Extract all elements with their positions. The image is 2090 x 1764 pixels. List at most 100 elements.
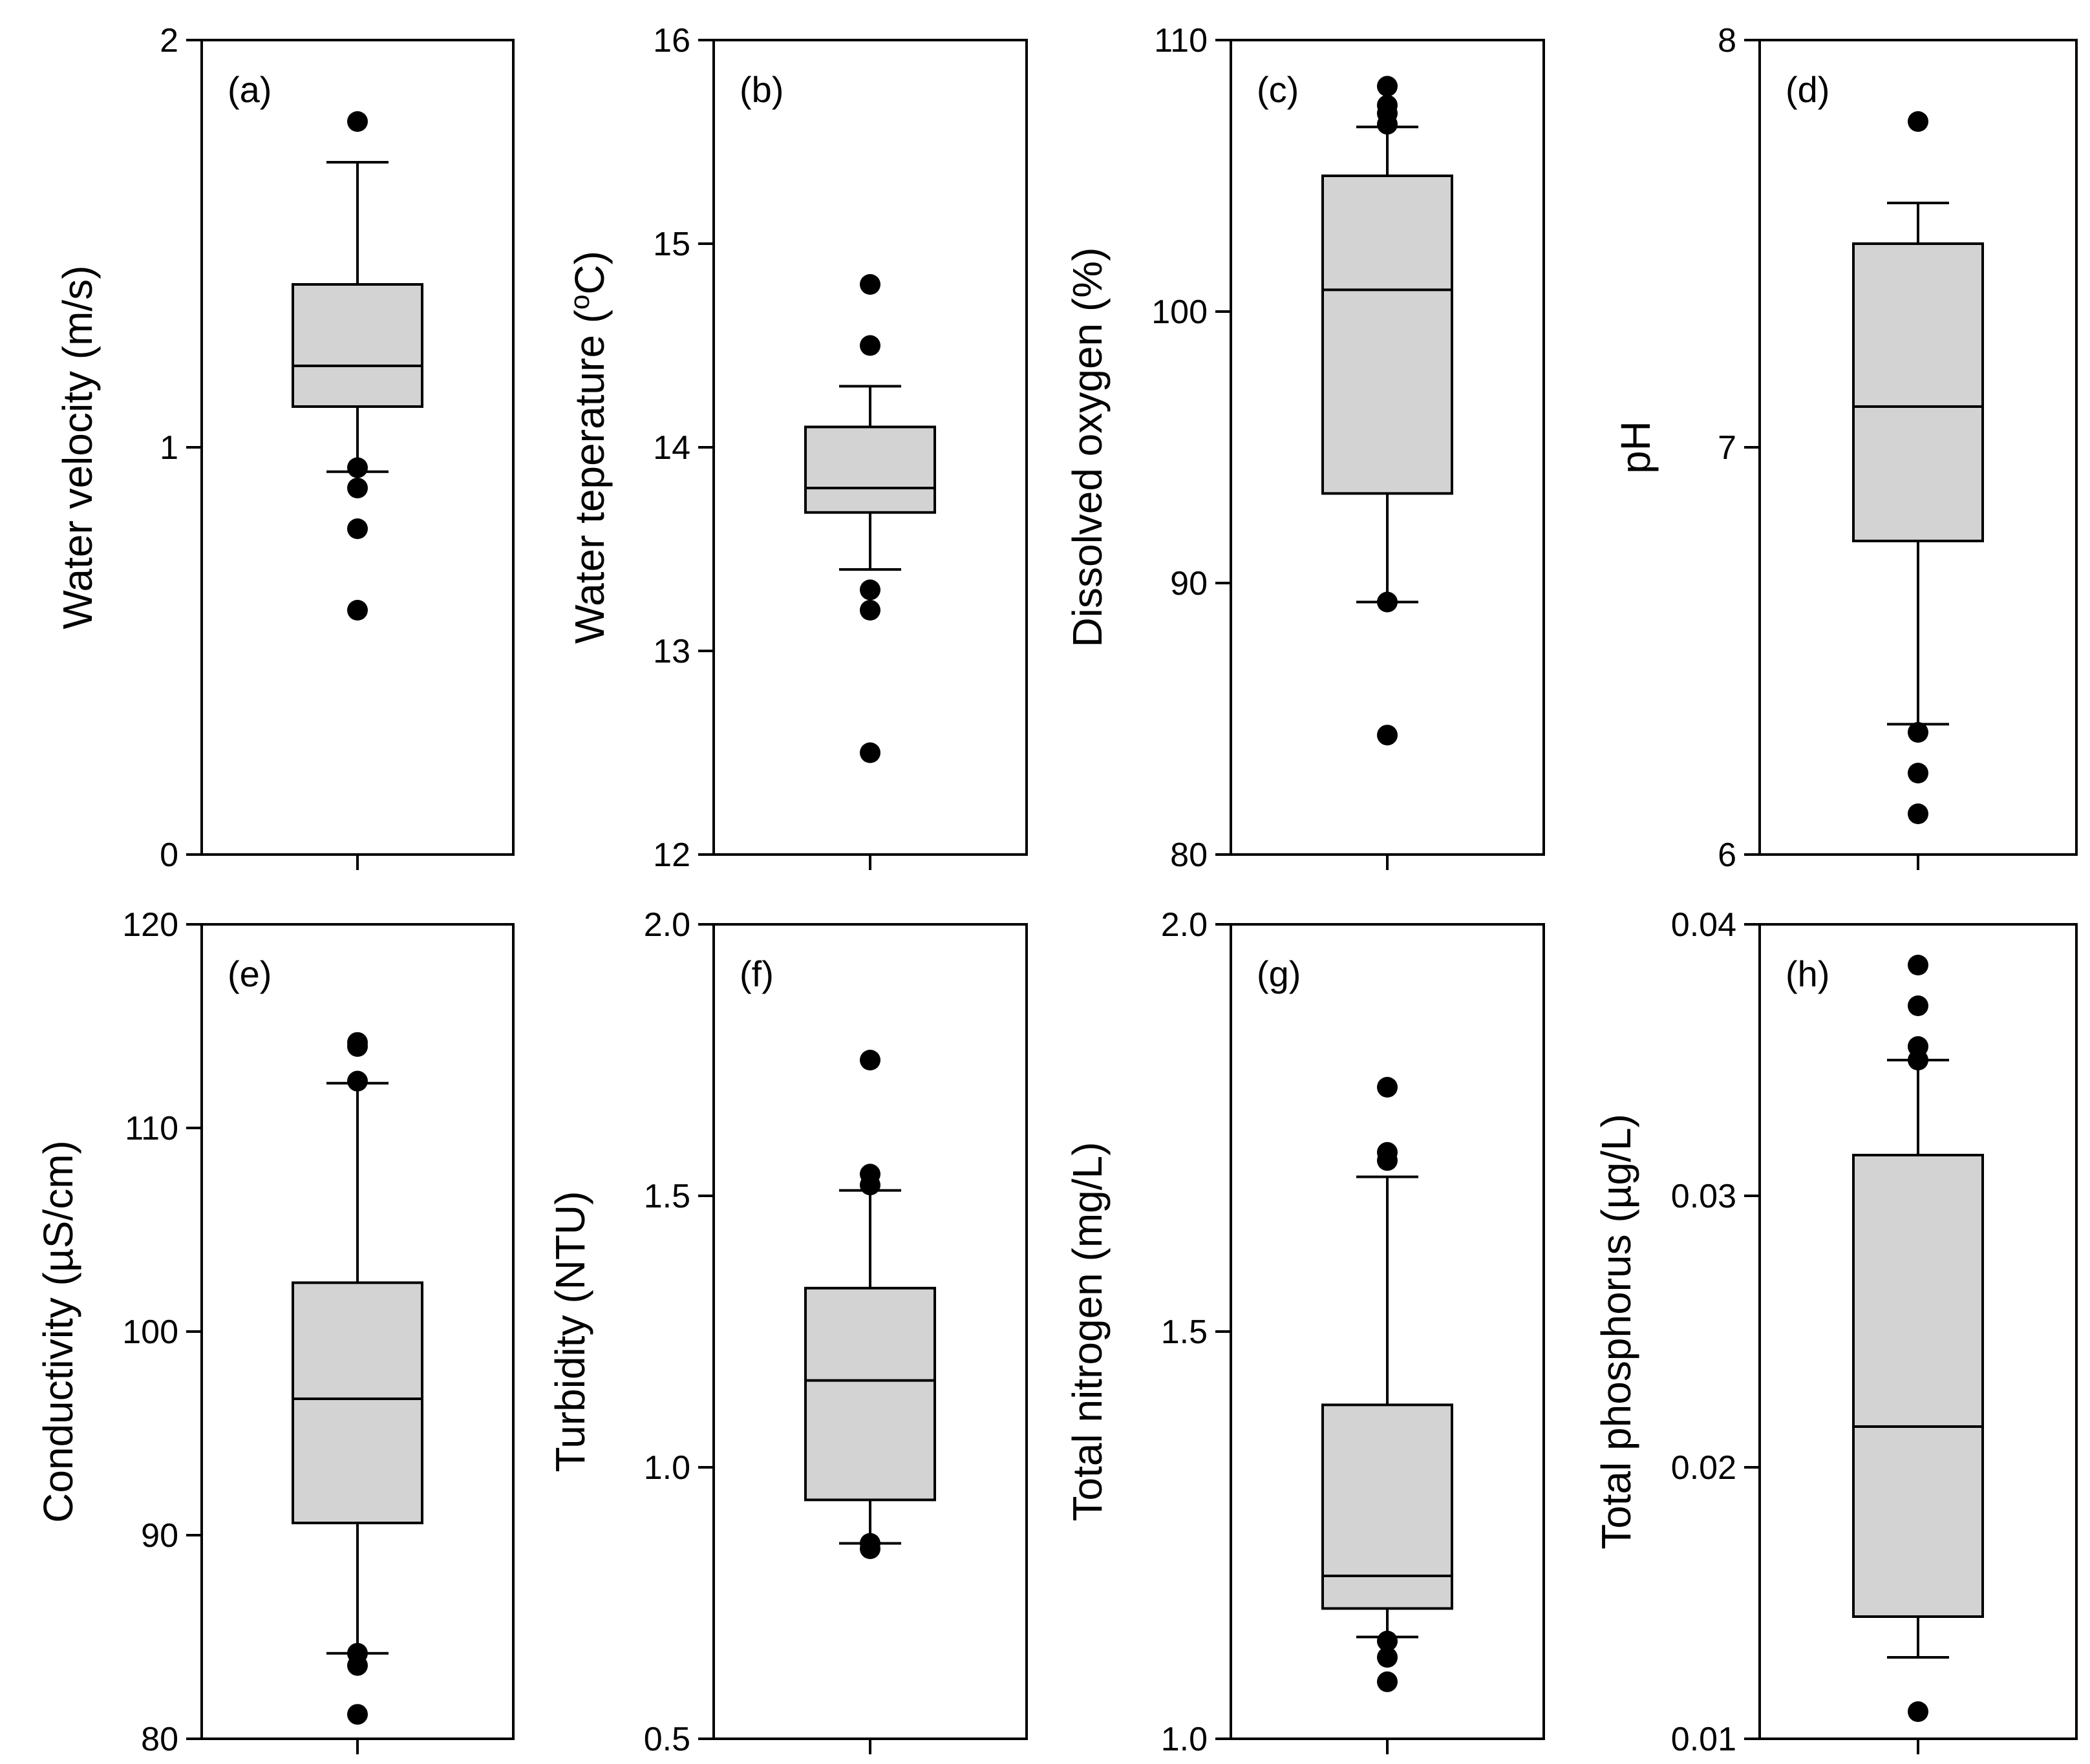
panel-a: 0 1 2 Water velocity (m/s) (a) <box>54 22 515 874</box>
y-axis-title: Water velocity (m/s) <box>54 266 101 630</box>
outlier-point <box>347 600 368 621</box>
y-tick-label: 100 <box>122 1313 178 1351</box>
iqr-box <box>1852 242 1984 542</box>
outlier-point <box>1377 1647 1398 1668</box>
outlier-point <box>1377 1630 1398 1652</box>
outlier-point <box>347 457 368 478</box>
outlier-point <box>1908 955 1928 975</box>
iqr-box <box>292 1281 423 1525</box>
iqr-box <box>1321 175 1453 495</box>
outlier-point <box>1908 111 1928 132</box>
y-axis-title-text: Total phosphorus ( <box>1593 1209 1639 1549</box>
y-axis-title-unit: µg/L <box>1593 1127 1639 1209</box>
panel-h: 0.01 0.02 0.03 0.04 Total phosphorus (µg/L) (… <box>1593 906 2078 1758</box>
outlier-point <box>860 1174 880 1196</box>
outlier-point <box>1377 1077 1398 1098</box>
outlier-point <box>1377 1150 1398 1171</box>
y-axis-title-tail: ) <box>1593 1114 1639 1127</box>
y-tick-label: 7 <box>1718 429 1736 467</box>
y-axis-title-text: Water teperature ( <box>566 310 613 644</box>
outlier-point <box>347 1704 368 1725</box>
outlier-point <box>1908 722 1928 743</box>
outlier-point <box>860 600 880 621</box>
y-axis-title: Water teperature (oC) <box>564 251 613 644</box>
y-tick-label: 90 <box>141 1517 178 1555</box>
y-tick-label: 15 <box>653 226 690 263</box>
panel-c: 80 90 100 110 Dissolved oxygen (%) (c) <box>1064 22 1545 874</box>
y-tick-label: 0.5 <box>644 1721 690 1758</box>
outlier-point <box>1908 763 1928 783</box>
panel-d: 6 7 8 pH (d) <box>1612 22 2078 874</box>
y-tick-label: 1.0 <box>644 1449 690 1487</box>
y-tick-label: 120 <box>122 906 178 944</box>
y-tick-label: 1 <box>160 429 178 467</box>
iqr-box <box>804 425 936 514</box>
y-tick-label: 14 <box>653 429 690 467</box>
outlier-point <box>347 518 368 539</box>
y-tick-label: 1.5 <box>644 1178 690 1215</box>
y-tick-label: 0.02 <box>1671 1449 1736 1487</box>
panel-label: (h) <box>1786 953 1829 994</box>
outlier-point <box>1908 1701 1928 1722</box>
outlier-point <box>860 742 880 763</box>
outlier-point <box>347 1036 368 1057</box>
y-axis-title: Conductivity (µS/cm) <box>35 1140 81 1523</box>
iqr-box <box>1852 1154 1984 1618</box>
y-tick-label: 100 <box>1151 293 1208 331</box>
y-tick-label: 8 <box>1718 22 1736 59</box>
outlier-point <box>1377 725 1398 746</box>
y-tick-label: 110 <box>125 1110 178 1147</box>
panel-label: (e) <box>228 953 272 994</box>
outlier-point <box>347 478 368 498</box>
panel-b: 12 13 14 15 16 Water teperature (oC) (b) <box>564 22 1028 874</box>
panel-label: (c) <box>1257 69 1299 110</box>
y-tick-label: 0.01 <box>1671 1721 1736 1758</box>
y-axis-title-text: Total nitrogen (mg/L) <box>1064 1142 1111 1522</box>
outlier-point <box>1908 995 1928 1016</box>
y-axis-title-superscript: o <box>564 295 595 310</box>
y-axis-title-text: Water velocity (m/s) <box>54 266 101 630</box>
outlier-point <box>1908 1050 1928 1070</box>
outlier-point <box>347 1655 368 1676</box>
y-axis-title: Turbidity (NTU) <box>547 1191 593 1472</box>
outlier-point <box>860 1050 880 1070</box>
outlier-point <box>1908 803 1928 824</box>
y-axis-title: Total phosphorus (µg/L) <box>1593 1114 1639 1549</box>
y-axis-title: Total nitrogen (mg/L) <box>1064 1142 1111 1522</box>
y-tick-label: 1.0 <box>1161 1721 1208 1758</box>
y-tick-label: 0.04 <box>1671 906 1736 944</box>
y-tick-label: 80 <box>141 1721 178 1758</box>
outlier-point <box>1377 114 1398 135</box>
panel-f: 0.5 1.0 1.5 2.0 Turbidity (NTU) (f) <box>547 906 1028 1758</box>
y-axis-title: pH <box>1612 421 1659 474</box>
y-axis-title-text: Conductivity (µS/cm) <box>35 1140 81 1523</box>
y-tick-label: 2.0 <box>1161 906 1208 944</box>
y-tick-label: 80 <box>1170 836 1208 874</box>
panel-label: (b) <box>740 69 784 110</box>
y-tick-label: 2.0 <box>644 906 690 944</box>
y-axis-title: Dissolved oxygen (%) <box>1064 248 1111 648</box>
y-axis-title-text: pH <box>1612 421 1659 474</box>
panel-label: (d) <box>1786 69 1829 110</box>
y-axis-title-tail: C) <box>566 251 613 295</box>
y-tick-label: 90 <box>1170 565 1208 602</box>
y-axis-title-text: Turbidity (NTU) <box>547 1191 593 1472</box>
outlier-point <box>860 1538 880 1559</box>
outlier-point <box>860 579 880 600</box>
outlier-point <box>1377 76 1398 97</box>
panel-label: (g) <box>1257 953 1301 994</box>
y-axis-title-text: Dissolved oxygen (%) <box>1064 248 1111 648</box>
panel-label: (a) <box>228 69 272 110</box>
y-tick-label: 2 <box>160 22 178 59</box>
y-tick-label: 110 <box>1154 22 1208 59</box>
y-tick-label: 13 <box>653 633 690 670</box>
panel-g: 1.0 1.5 2.0 Total nitrogen (mg/L) (g) <box>1064 906 1545 1758</box>
y-tick-label: 1.5 <box>1161 1313 1208 1351</box>
outlier-point <box>347 1070 368 1092</box>
outlier-point <box>1377 591 1398 613</box>
panel-label: (f) <box>740 953 774 994</box>
y-tick-label: 6 <box>1718 836 1736 874</box>
iqr-box <box>292 283 423 408</box>
outlier-point <box>1377 1671 1398 1692</box>
